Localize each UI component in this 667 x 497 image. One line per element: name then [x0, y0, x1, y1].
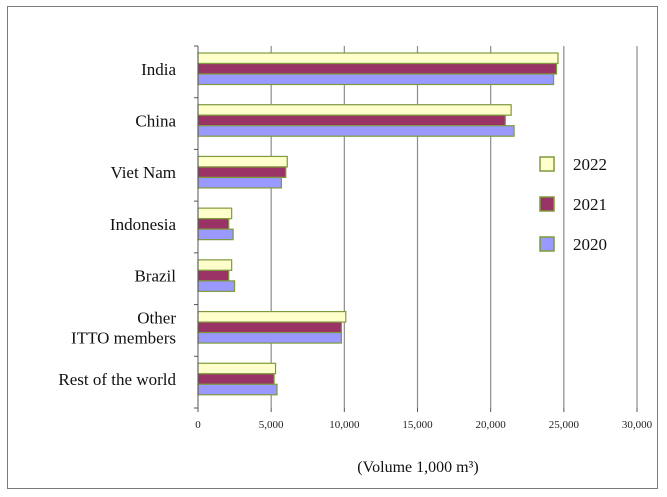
- legend-swatch-2021: [539, 196, 555, 212]
- category-label: Rest of the world: [58, 370, 176, 389]
- bar-2022: [197, 104, 512, 116]
- x-tick-label: 0: [195, 419, 201, 431]
- axes: 0 5,000 10,000 15,000 20,000 25,000 30,000: [194, 45, 653, 431]
- legend-swatch-2022: [539, 156, 555, 172]
- x-tick-label: 30,000: [622, 419, 653, 431]
- bar-2021: [197, 269, 230, 282]
- legend-label-2021: 2021: [573, 195, 607, 214]
- bars: [197, 52, 559, 396]
- bar-2022: [197, 362, 277, 375]
- bar-2022: [197, 52, 559, 65]
- bar-2021: [197, 218, 230, 230]
- category-label: Other: [137, 308, 176, 327]
- category-label: India: [141, 60, 176, 79]
- bar-2022: [197, 207, 233, 220]
- x-tick-label: 10,000: [329, 419, 360, 431]
- x-tick-label: 5,000: [259, 419, 284, 431]
- bar-2020: [197, 331, 343, 344]
- legend-label-2022: 2022: [573, 155, 607, 174]
- x-tick-label: 15,000: [402, 419, 433, 431]
- bar-2021: [197, 166, 287, 179]
- bar-2020: [197, 73, 555, 86]
- category-label: ITTO members: [71, 328, 176, 347]
- bar-2022: [197, 310, 347, 323]
- category-label: Brazil: [134, 267, 176, 286]
- bar-2021: [197, 114, 506, 127]
- bar-2020: [197, 228, 234, 241]
- bar-2022: [197, 155, 288, 168]
- bar-2021: [197, 321, 343, 334]
- bar-2021: [197, 373, 275, 385]
- x-axis-title: (Volume 1,000 m³): [357, 459, 478, 476]
- bar-2020: [197, 125, 515, 137]
- bar-2020: [197, 280, 236, 292]
- gridlines: [270, 46, 638, 408]
- bar-2021: [197, 62, 558, 75]
- x-tick-label: 20,000: [476, 419, 507, 431]
- bar-2020: [197, 176, 283, 189]
- x-tick-label: 25,000: [549, 419, 580, 431]
- category-labels: India China Viet Nam Indonesia Brazil OtherIT…: [58, 60, 176, 389]
- category-label: China: [135, 111, 176, 130]
- legend-label-2020: 2020: [573, 235, 607, 254]
- legend: 2022 2021 2020: [539, 155, 607, 254]
- category-label: Viet Nam: [110, 163, 176, 182]
- bar-2022: [197, 259, 233, 271]
- category-label: Indonesia: [110, 215, 177, 234]
- legend-swatch-2020: [539, 236, 555, 252]
- bar-2020: [197, 383, 278, 396]
